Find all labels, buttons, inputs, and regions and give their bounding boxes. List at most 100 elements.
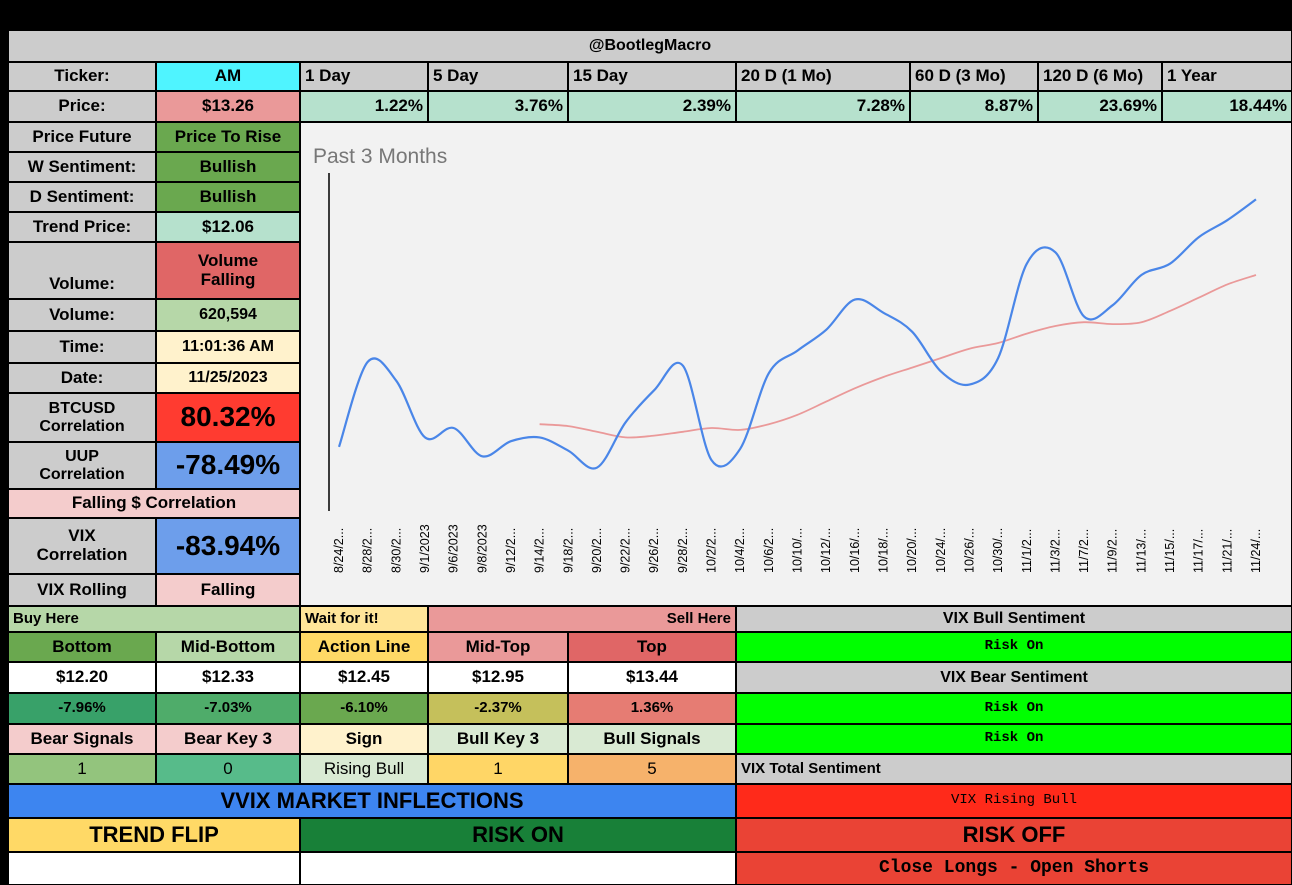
- change-1day: 1.22%: [300, 91, 428, 122]
- x-tick-label: 9/28/2...: [676, 528, 690, 573]
- level-bottom-header: Bottom: [8, 632, 156, 662]
- level-action-header: Action Line: [300, 632, 428, 662]
- price-future-value: Price To Rise: [156, 122, 300, 152]
- level-top-header: Top: [568, 632, 736, 662]
- bull-signals-header: Bull Signals: [568, 724, 736, 754]
- trend-flip-empty: [8, 852, 300, 885]
- period-20day: 20 D (1 Mo): [736, 62, 910, 91]
- x-tick-label: 11/13/...: [1134, 529, 1148, 573]
- x-tick-label: 10/24/...: [934, 528, 948, 573]
- level-top-pct: 1.36%: [568, 693, 736, 724]
- series-line-price: [337, 198, 1257, 470]
- vix-bear-value-2: Risk On: [736, 724, 1292, 754]
- price-chart-svg: Past 3 Months 8/24/2... 8/28/2... 8/30/2..…: [313, 145, 1263, 573]
- level-midbottom-pct: -7.03%: [156, 693, 300, 724]
- uup-value: -78.49%: [156, 442, 300, 489]
- w-sentiment-label: W Sentiment:: [8, 152, 156, 182]
- bear-key3-header: Bear Key 3: [156, 724, 300, 754]
- vix-rolling-label: VIX Rolling: [8, 574, 156, 606]
- uup-label: UUP Correlation: [8, 442, 156, 489]
- trend-price-label: Trend Price:: [8, 212, 156, 242]
- level-midtop-pct: -2.37%: [428, 693, 568, 724]
- bull-key3-value: 1: [428, 754, 568, 784]
- period-120day: 120 D (6 Mo): [1038, 62, 1162, 91]
- period-1day: 1 Day: [300, 62, 428, 91]
- x-tick-label: 10/18/...: [876, 528, 890, 573]
- vix-correlation-value: -83.94%: [156, 518, 300, 574]
- sign-value: Rising Bull: [300, 754, 428, 784]
- w-sentiment-value: Bullish: [156, 152, 300, 182]
- trend-flip: TREND FLIP: [8, 818, 300, 852]
- x-tick-label: 11/1/2...: [1020, 529, 1034, 573]
- date-label: Date:: [8, 363, 156, 393]
- top-strip: [0, 0, 1292, 30]
- x-tick-label: 11/24/...: [1249, 529, 1263, 573]
- buy-here: Buy Here: [8, 606, 300, 632]
- bear-signals-value: 1: [8, 754, 156, 784]
- level-midtop-price: $12.95: [428, 662, 568, 693]
- x-tick-label: 10/20/...: [905, 528, 919, 573]
- change-1year: 18.44%: [1162, 91, 1292, 122]
- volume-trend-value: Volume Falling: [156, 242, 300, 299]
- sell-here: Sell Here: [428, 606, 736, 632]
- period-1year: 1 Year: [1162, 62, 1292, 91]
- risk-off-action: Close Longs - Open Shorts: [736, 852, 1292, 885]
- x-tick-label: 11/17/...: [1192, 529, 1206, 573]
- time-label: Time:: [8, 331, 156, 363]
- vvix-title: VVIX MARKET INFLECTIONS: [8, 784, 736, 818]
- bull-signals-value: 5: [568, 754, 736, 784]
- volume-value: 620,594: [156, 299, 300, 331]
- falling-correlation: Falling $ Correlation: [8, 489, 300, 518]
- x-tick-label: 8/30/2...: [389, 528, 403, 573]
- vix-bear-title: VIX Bear Sentiment: [736, 662, 1292, 693]
- change-15day: 2.39%: [568, 91, 736, 122]
- chart-title: Past 3 Months: [313, 145, 447, 168]
- d-sentiment-value: Bullish: [156, 182, 300, 212]
- period-5day: 5 Day: [428, 62, 568, 91]
- period-60day: 60 D (3 Mo): [910, 62, 1038, 91]
- btcusd-label: BTCUSD Correlation: [8, 393, 156, 442]
- date-value: 11/25/2023: [156, 363, 300, 393]
- vix-total-title: VIX Total Sentiment: [736, 754, 1292, 784]
- x-tick-label: 10/12/...: [819, 528, 833, 573]
- change-20day: 7.28%: [736, 91, 910, 122]
- risk-on: RISK ON: [300, 818, 736, 852]
- level-action-pct: -6.10%: [300, 693, 428, 724]
- d-sentiment-label: D Sentiment:: [8, 182, 156, 212]
- x-tick-label: 8/24/2...: [332, 528, 346, 573]
- wait-for-it: Wait for it!: [300, 606, 428, 632]
- level-bottom-price: $12.20: [8, 662, 156, 693]
- x-tick-label: 10/26/...: [962, 528, 976, 573]
- price-future-label: Price Future: [8, 122, 156, 152]
- x-tick-label: 9/6/2023: [447, 524, 461, 573]
- ticker-value[interactable]: AM: [156, 62, 300, 91]
- change-5day: 3.76%: [428, 91, 568, 122]
- ticker-label: Ticker:: [8, 62, 156, 91]
- x-tick-label: 10/10/...: [791, 528, 805, 573]
- vix-bear-value-1: Risk On: [736, 693, 1292, 724]
- x-tick-label: 11/9/2...: [1106, 529, 1120, 573]
- vix-bull-title: VIX Bull Sentiment: [736, 606, 1292, 632]
- x-tick-label: 10/16/...: [848, 528, 862, 573]
- x-tick-label: 10/2/2...: [705, 528, 719, 573]
- price-value: $13.26: [156, 91, 300, 122]
- header-handle: @BootlegMacro: [8, 30, 1292, 62]
- bull-key3-header: Bull Key 3: [428, 724, 568, 754]
- btcusd-value: 80.32%: [156, 393, 300, 442]
- level-top-price: $13.44: [568, 662, 736, 693]
- vix-bull-value: Risk On: [736, 632, 1292, 662]
- x-tick-label: 9/8/2023: [475, 524, 489, 573]
- period-15day: 15 Day: [568, 62, 736, 91]
- bear-signals-header: Bear Signals: [8, 724, 156, 754]
- x-tick-label: 9/18/2...: [561, 528, 575, 573]
- x-tick-label: 10/6/2...: [762, 528, 776, 573]
- x-tick-label: 11/15/...: [1163, 529, 1177, 573]
- change-60day: 8.87%: [910, 91, 1038, 122]
- x-tick-label: 8/28/2...: [361, 528, 375, 573]
- level-midbottom-header: Mid-Bottom: [156, 632, 300, 662]
- bear-key3-value: 0: [156, 754, 300, 784]
- x-tick-label: 9/26/2...: [647, 528, 661, 573]
- sign-header: Sign: [300, 724, 428, 754]
- x-tick-label: 11/21/...: [1220, 529, 1234, 573]
- level-midbottom-price: $12.33: [156, 662, 300, 693]
